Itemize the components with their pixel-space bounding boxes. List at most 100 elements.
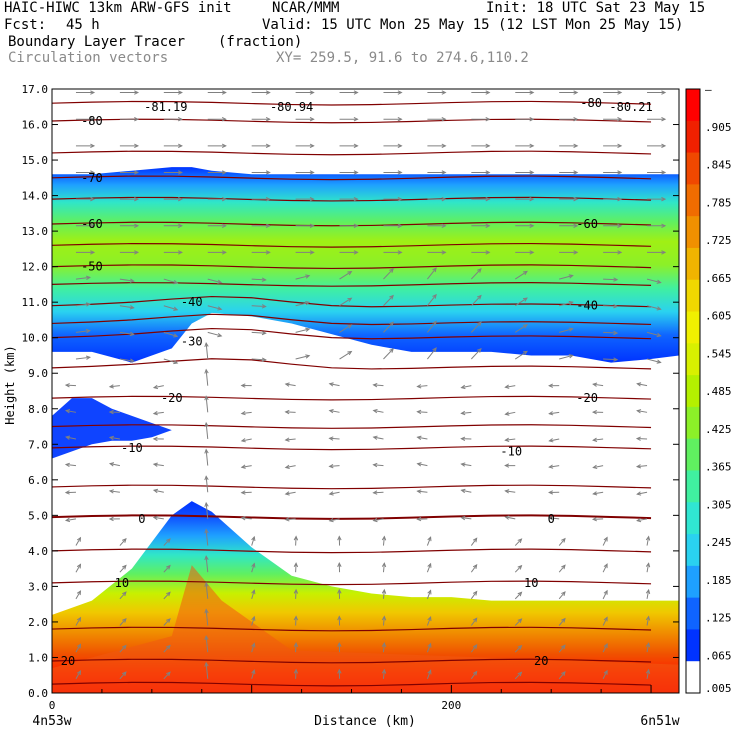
temperature-contour-line [51,295,652,308]
temperature-contour-line [51,484,652,490]
wind-vector [75,170,96,175]
wind-vector [515,223,535,228]
init-time: Init: 18 UTC Sat 23 May 15 [486,0,706,16]
wind-vector [372,382,384,388]
x-right-end-label: 6n51w [640,714,679,729]
wind-vector [647,117,667,122]
wind-vector [460,462,472,467]
wind-vector [65,435,77,440]
wind-vector [163,331,179,338]
wind-vector [647,250,667,255]
wind-vector [207,196,227,202]
contour-label: -80.94 [270,100,313,114]
wind-vector [75,563,82,573]
wind-vector [295,143,315,149]
wind-vector [548,490,560,495]
wind-vector [427,196,447,202]
wind-vector [295,117,315,122]
contour-label: -30 [181,334,203,348]
wind-vector [204,501,209,519]
wind-vector [383,143,403,149]
contour-label: -60 [81,217,103,231]
wind-vector [383,90,403,95]
wind-vector [470,670,478,680]
wind-vector [515,250,535,255]
wind-vector [603,223,623,228]
wind-vector [558,671,566,680]
wind-vector [416,489,428,494]
wind-vector [251,535,256,546]
wind-vector [381,668,387,679]
temperature-contour-line [51,445,652,451]
wind-vector [504,463,516,468]
wind-vector [514,270,528,280]
wind-vector [75,328,91,334]
wind-vector [108,409,120,415]
wind-vector [251,330,267,336]
wind-vector [295,274,311,280]
wind-vector [514,564,523,573]
wind-vector [119,591,127,600]
temperature-contour-line [51,626,652,632]
wind-vector [514,591,523,600]
temperature-contour-line [51,658,652,664]
temperature-contour-line [51,282,652,287]
wind-vector [152,411,164,416]
colorbar-swatch [686,152,700,185]
wind-vector [427,117,447,122]
wind-vector [559,196,579,202]
wind-vector [293,562,299,573]
temperature-contours [51,100,652,687]
wind-vector [647,196,667,202]
y-axis: 0.0 1.0 2.0 3.0 4.0 5.0 6.0 7.0 8.0 9.0 10.0 11.0 12… [22,83,679,700]
colorbar-label: .725 [705,234,732,247]
y-tick-label: 6.0 [28,474,48,487]
wind-vector [119,358,135,363]
temperature-contour-line [51,175,652,181]
wind-vector [471,117,491,122]
colorbar-swatch [686,438,700,471]
wind-vector [515,90,535,95]
wind-vector [381,642,387,653]
wind-vector [119,644,127,653]
colorbar-swatch [686,502,700,535]
wind-vector [460,515,472,521]
colorbar-label: .545 [705,347,732,360]
wind-vector [381,535,387,546]
wind-vector [240,410,252,416]
wind-vector [426,536,432,546]
wind-vector [558,564,566,573]
wind-vector [504,515,516,520]
wind-vector [514,538,523,546]
y-tick-label: 17.0 [22,83,49,96]
wind-vector [603,304,619,309]
wind-vector [470,617,478,626]
circulation-vectors [64,90,667,680]
wind-vector [470,268,482,280]
temperature-contour-line [51,358,652,370]
wind-vector [207,278,223,284]
wind-vector [645,535,651,546]
wind-vector [383,196,403,202]
y-tick-label: 14.0 [22,190,49,203]
wind-vector [240,438,252,443]
wind-vector [119,331,135,337]
wind-vector [383,250,403,255]
field-units: (fraction) [218,34,303,50]
wind-vector [293,642,299,653]
wind-vector [207,305,223,311]
wind-vector [426,669,432,679]
y-tick-label: 15.0 [22,154,49,167]
wind-vector [460,410,472,416]
wind-vector [339,170,359,175]
wind-vector [603,250,623,255]
wind-vector [204,581,209,599]
wind-vector [64,517,77,523]
temperature-contour-line [51,548,652,554]
wind-vector [251,615,256,626]
wind-vector [328,436,340,441]
wind-vector [163,117,183,122]
contour-label: -60 [576,217,598,231]
wind-vector [152,488,164,494]
